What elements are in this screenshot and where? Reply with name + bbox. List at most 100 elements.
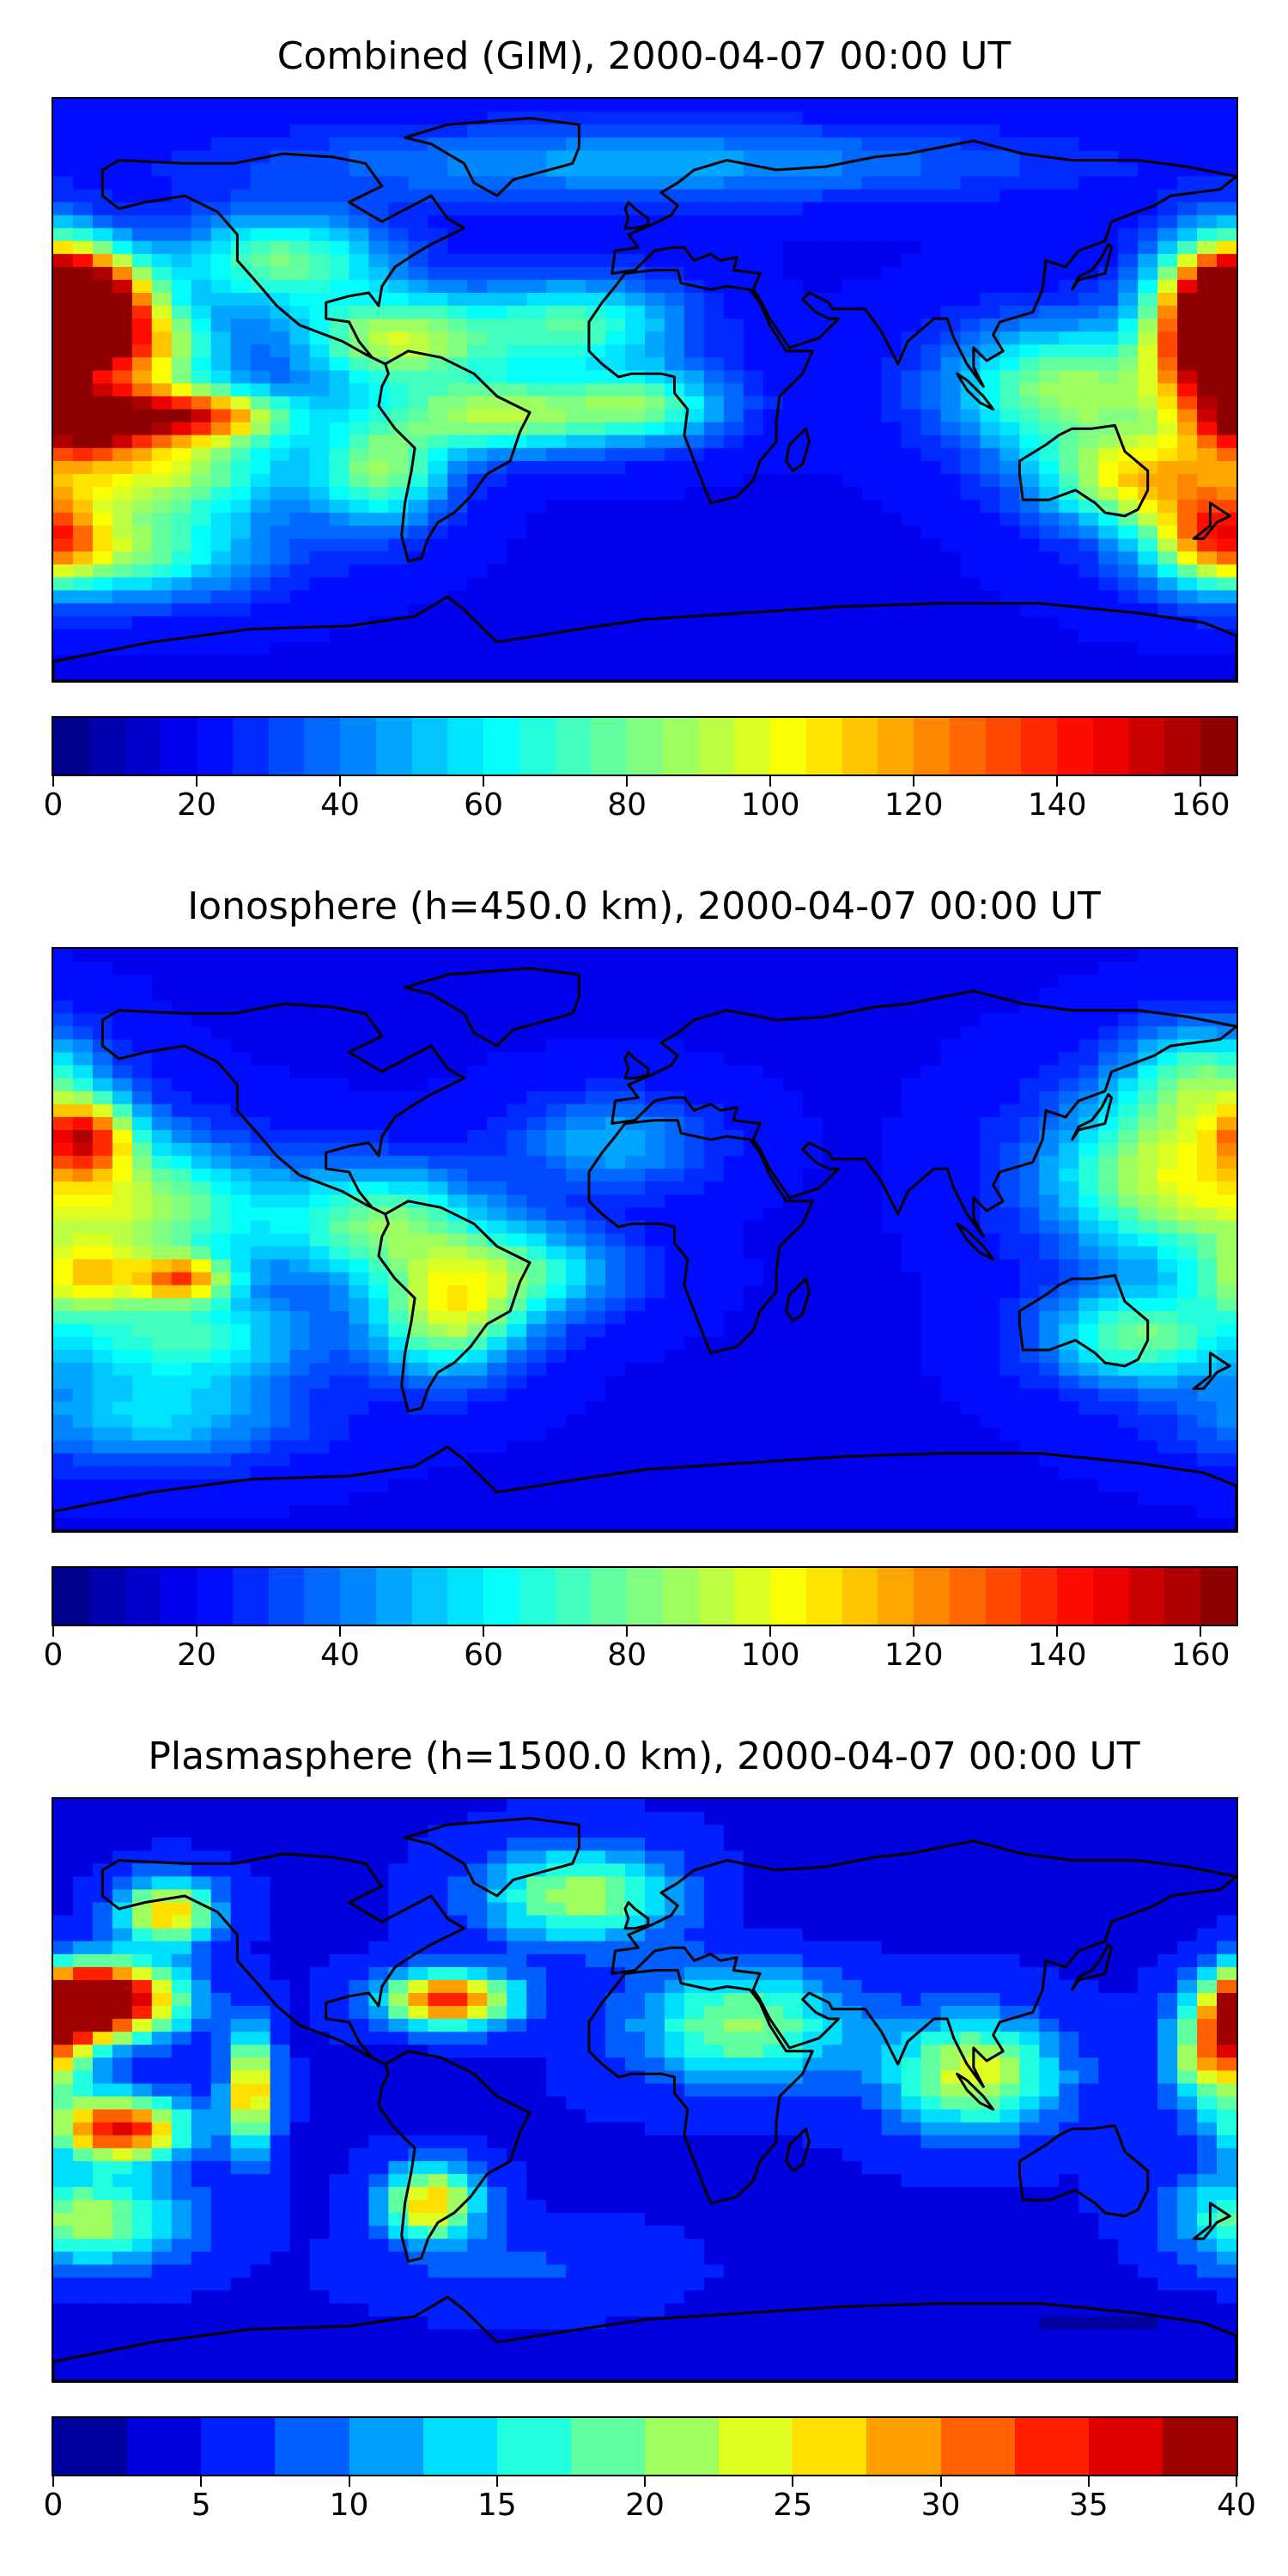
- field-cell: [980, 1285, 1000, 1299]
- field-cell: [901, 513, 922, 526]
- field-cell: [329, 1156, 350, 1170]
- field-cell: [566, 1207, 586, 1221]
- field-cell: [1157, 629, 1178, 643]
- field-cell: [920, 422, 942, 436]
- field-cell: [210, 344, 232, 358]
- field-cell: [309, 667, 331, 681]
- field-cell: [1098, 202, 1119, 216]
- field-cell: [901, 538, 922, 552]
- field-cell: [230, 1233, 252, 1248]
- field-cell: [1177, 1323, 1198, 1338]
- field-cell: [1039, 163, 1060, 177]
- colorbar-segment: [627, 718, 664, 775]
- field-cell: [546, 228, 567, 242]
- field-cell: [250, 987, 271, 1001]
- field-cell: [1098, 1246, 1119, 1261]
- field-cell: [289, 137, 311, 151]
- field-cell: [920, 189, 942, 204]
- field-cell: [1078, 551, 1099, 565]
- field-cell: [151, 409, 173, 423]
- field-cell: [665, 1182, 685, 1195]
- field-cell: [703, 1194, 725, 1208]
- field-cell: [270, 370, 291, 385]
- field-cell: [841, 409, 863, 423]
- field-cell: [289, 1078, 311, 1092]
- field-cell: [625, 526, 646, 539]
- field-cell: [1217, 1285, 1236, 1299]
- field-cell: [151, 590, 173, 605]
- field-cell: [73, 551, 94, 565]
- field-cell: [368, 654, 390, 669]
- field-cell: [349, 319, 370, 332]
- field-cell: [191, 99, 212, 112]
- field-cell: [645, 396, 665, 410]
- field-cell: [250, 266, 271, 281]
- field-cell: [131, 603, 153, 617]
- field-cell: [1217, 949, 1236, 963]
- field-cell: [309, 538, 331, 552]
- field-cell: [802, 590, 823, 605]
- field-cell: [586, 357, 606, 371]
- field-cell: [191, 447, 212, 462]
- field-cell: [1098, 1401, 1119, 1415]
- field-cell: [605, 1376, 626, 1389]
- field-cell: [1039, 1259, 1060, 1273]
- field-cell: [1019, 1220, 1040, 1235]
- field-cell: [250, 1310, 271, 1325]
- field-cell: [289, 1091, 311, 1105]
- field-cell: [1098, 1039, 1119, 1054]
- field-cell: [1019, 975, 1040, 988]
- field-cell: [1059, 1116, 1079, 1131]
- field-cell: [210, 487, 232, 501]
- field-cell: [230, 987, 252, 1001]
- field-cell: [822, 228, 843, 242]
- field-cell: [1019, 1103, 1040, 1118]
- field-cell: [586, 513, 606, 526]
- field-cell: [1019, 99, 1040, 112]
- field-cell: [822, 253, 843, 268]
- field-cell: [980, 551, 1000, 565]
- field-cell: [703, 1156, 725, 1170]
- field-cell: [940, 1388, 962, 1402]
- field-cell: [586, 383, 606, 398]
- field-cell: [822, 1337, 843, 1351]
- field-cell: [1019, 253, 1040, 268]
- field-cell: [1177, 1039, 1198, 1054]
- field-cell: [210, 422, 232, 436]
- field-cell: [841, 949, 863, 963]
- field-cell: [546, 949, 567, 963]
- field-cell: [73, 603, 94, 617]
- field-cell: [230, 654, 252, 669]
- field-cell: [1138, 1182, 1158, 1195]
- field-cell: [703, 202, 725, 216]
- field-cell: [665, 137, 685, 151]
- field-cell: [131, 667, 153, 681]
- field-cell: [999, 460, 1020, 475]
- field-cell: [861, 564, 883, 579]
- field-cell: [546, 266, 567, 281]
- field-cell: [1217, 975, 1236, 988]
- field-cell: [960, 654, 981, 669]
- field-cell: [920, 163, 942, 177]
- field-cell: [1019, 1116, 1040, 1131]
- field-cell: [1078, 1297, 1099, 1312]
- field-cell: [665, 616, 685, 630]
- field-cell: [388, 434, 409, 449]
- field-cell: [605, 319, 626, 332]
- field-cell: [53, 1000, 74, 1014]
- field-cell: [683, 189, 705, 204]
- field-cell: [1019, 473, 1040, 488]
- field-cell: [1138, 551, 1158, 565]
- field-cell: [920, 1116, 942, 1131]
- field-cell: [428, 253, 448, 268]
- field-cell: [665, 473, 685, 488]
- field-cell: [743, 538, 764, 552]
- field-cell: [388, 1169, 409, 1182]
- field-cell: [309, 176, 331, 191]
- field-cell: [1098, 1052, 1119, 1066]
- field-cell: [586, 331, 606, 345]
- field-cell: [289, 434, 311, 449]
- field-cell: [388, 1207, 409, 1221]
- field-cell: [92, 551, 113, 565]
- field-cell: [428, 1026, 448, 1041]
